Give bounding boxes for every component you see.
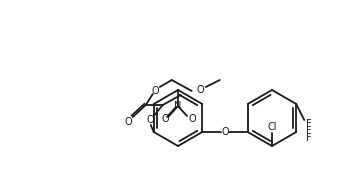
Text: O: O xyxy=(197,85,204,95)
Text: N: N xyxy=(174,101,182,111)
Text: O: O xyxy=(125,117,132,127)
Text: O: O xyxy=(161,114,169,124)
Text: F: F xyxy=(306,119,312,129)
Text: O: O xyxy=(221,127,229,137)
Text: F: F xyxy=(306,133,312,143)
Text: O: O xyxy=(188,114,196,124)
Text: O: O xyxy=(152,86,160,96)
Text: Cl: Cl xyxy=(267,122,277,132)
Text: O: O xyxy=(147,115,155,125)
Text: F: F xyxy=(306,126,312,136)
